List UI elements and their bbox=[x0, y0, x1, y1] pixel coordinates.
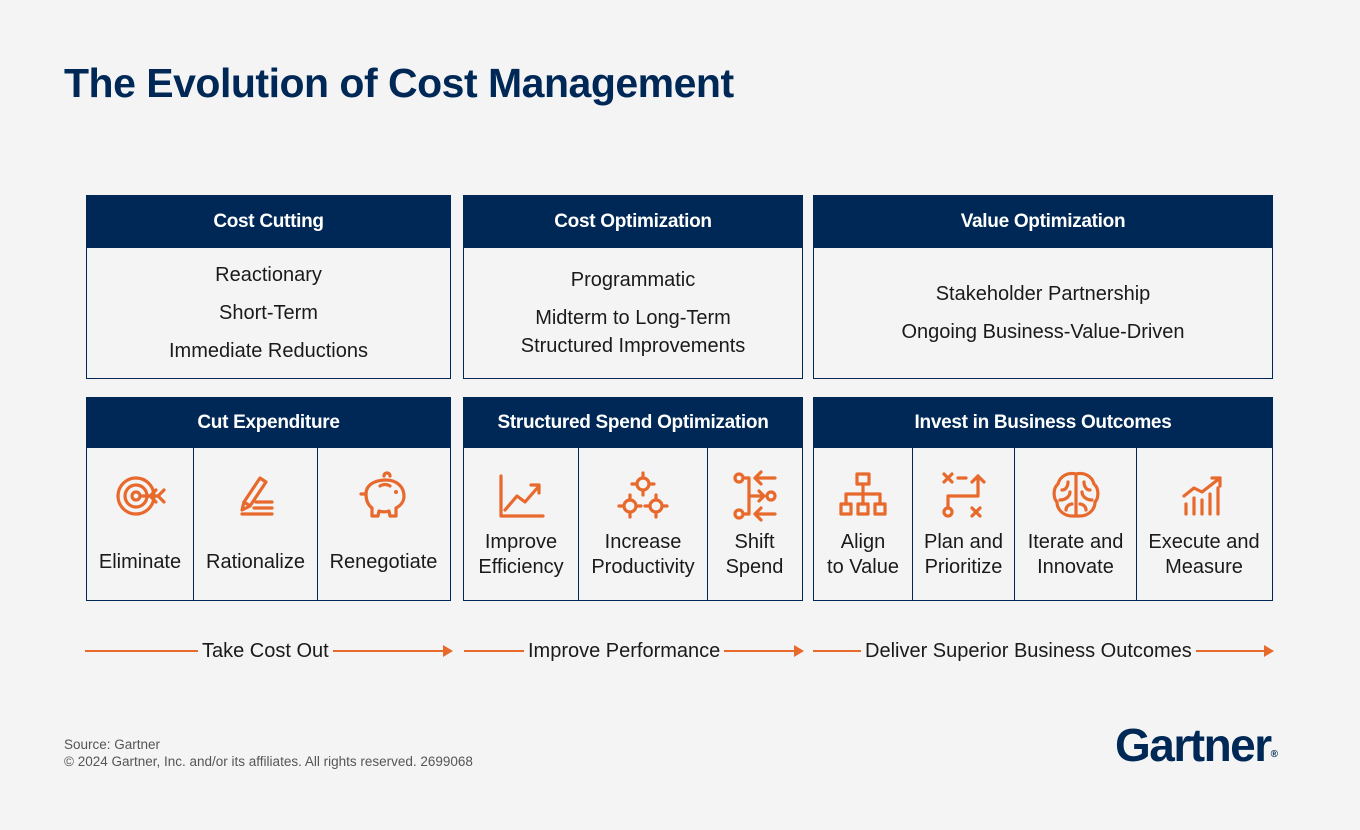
action-label-line: Execute and bbox=[1148, 531, 1260, 553]
action-align-to-value: Align to Value bbox=[814, 448, 913, 600]
gears-icon bbox=[617, 471, 669, 519]
action-plan-and-prioritize: Plan and Prioritize bbox=[913, 448, 1015, 600]
description-line: Ongoing Business-Value-Driven bbox=[901, 321, 1185, 343]
shift-arrows-icon bbox=[732, 470, 777, 522]
column-value-optimization: Value Optimization Stakeholder Partnersh… bbox=[813, 195, 1273, 601]
pencil-list-icon bbox=[239, 476, 274, 516]
arrow-line bbox=[724, 650, 794, 652]
action-label-line: Prioritize bbox=[924, 556, 1003, 578]
action-label: Renegotiate bbox=[329, 551, 438, 573]
action-iterate-and-innovate: Iterate and Innovate bbox=[1015, 448, 1137, 600]
action-label-line: Shift bbox=[734, 531, 775, 553]
action-renegotiate: Renegotiate bbox=[318, 448, 449, 600]
arrow-label: Take Cost Out bbox=[202, 639, 329, 662]
progress-arrow-take-cost-out: Take Cost Out bbox=[85, 638, 453, 664]
phase-description: Reactionary Short-Term Immediate Reducti… bbox=[87, 248, 450, 378]
arrow-line bbox=[464, 650, 524, 652]
action-cells: Eliminate Rationalize bbox=[87, 448, 450, 600]
piggy-bank-icon bbox=[358, 471, 406, 518]
action-header: Cut Expenditure bbox=[87, 398, 450, 448]
description-line: Programmatic bbox=[570, 269, 696, 291]
action-increase-productivity: Increase Productivity bbox=[579, 448, 708, 600]
copyright-note: © 2024 Gartner, Inc. and/or its affiliat… bbox=[64, 754, 473, 769]
column-cost-optimization: Cost Optimization Programmatic Midterm t… bbox=[463, 195, 803, 601]
brain-icon bbox=[1052, 471, 1099, 518]
action-label: Improve Efficiency bbox=[478, 530, 563, 580]
arrow-head-icon bbox=[443, 645, 453, 657]
description-line: Midterm to Long-Term bbox=[535, 307, 731, 329]
action-label: Eliminate bbox=[98, 551, 182, 573]
logo-text: Gartner bbox=[1115, 719, 1272, 771]
action-label: Increase Productivity bbox=[591, 530, 694, 580]
description-line: Short-Term bbox=[219, 302, 318, 324]
action-rationalize: Rationalize bbox=[194, 448, 318, 600]
org-chart-icon bbox=[839, 472, 887, 516]
trend-up-icon bbox=[499, 474, 545, 518]
action-card-cut-expenditure: Cut Expenditure Eliminate bbox=[86, 397, 451, 601]
plan-path-icon bbox=[941, 472, 986, 518]
action-eliminate: Eliminate bbox=[87, 448, 194, 600]
action-label-line: Align bbox=[840, 531, 886, 553]
action-label: Rationalize bbox=[206, 551, 305, 573]
action-shift-spend: Shift Spend bbox=[708, 448, 801, 600]
phase-card-value-optimization: Value Optimization Stakeholder Partnersh… bbox=[813, 195, 1273, 379]
action-cells: Align to Value Plan and Prio bbox=[814, 448, 1272, 600]
arrow-line bbox=[813, 650, 861, 652]
footer: Source: Gartner © 2024 Gartner, Inc. and… bbox=[64, 736, 473, 770]
progress-arrow-deliver-superior-business-outcomes: Deliver Superior Business Outcomes bbox=[813, 638, 1274, 664]
gartner-logo: Gartner® bbox=[1115, 718, 1278, 772]
progress-arrow-improve-performance: Improve Performance bbox=[464, 638, 804, 664]
action-label-line: Iterate and bbox=[1027, 531, 1124, 553]
action-label-line: Productivity bbox=[591, 556, 695, 578]
action-header: Structured Spend Optimization bbox=[464, 398, 802, 448]
description-line: Structured Improvements bbox=[520, 335, 746, 357]
action-header: Invest in Business Outcomes bbox=[814, 398, 1272, 448]
arrow-head-icon bbox=[1264, 645, 1274, 657]
action-label: Execute and Measure bbox=[1148, 530, 1259, 580]
page-title: The Evolution of Cost Management bbox=[64, 60, 734, 106]
action-cells: Improve Efficiency bbox=[464, 448, 802, 600]
column-cost-cutting: Cost Cutting Reactionary Short-Term Imme… bbox=[86, 195, 451, 601]
action-label: Align to Value bbox=[827, 530, 899, 580]
action-label-line: Increase bbox=[604, 531, 682, 553]
phase-description: Stakeholder Partnership Ongoing Business… bbox=[814, 248, 1272, 378]
bar-chart-up-icon bbox=[1182, 476, 1222, 516]
arrow-line bbox=[1195, 650, 1264, 652]
arrow-line bbox=[85, 650, 198, 652]
action-label-line: to Value bbox=[827, 556, 899, 578]
action-label-line: Plan and bbox=[924, 531, 1003, 553]
target-arrow-icon bbox=[116, 476, 166, 516]
action-label-line: Measure bbox=[1165, 556, 1243, 578]
phase-card-cost-optimization: Cost Optimization Programmatic Midterm t… bbox=[463, 195, 803, 379]
action-label-line: Innovate bbox=[1037, 556, 1114, 578]
action-execute-and-measure: Execute and Measure bbox=[1137, 448, 1271, 600]
description-line: Reactionary bbox=[215, 264, 322, 286]
phase-header: Value Optimization bbox=[814, 196, 1272, 248]
phase-description: Programmatic Midterm to Long-Term Struct… bbox=[464, 248, 802, 378]
action-label-line: Improve bbox=[484, 531, 558, 553]
arrow-label: Deliver Superior Business Outcomes bbox=[865, 639, 1192, 662]
action-label: Shift Spend bbox=[726, 530, 784, 580]
arrow-label: Improve Performance bbox=[528, 639, 721, 662]
action-label-line: Spend bbox=[725, 556, 784, 578]
action-label: Iterate and Innovate bbox=[1028, 530, 1124, 580]
arrow-head-icon bbox=[794, 645, 804, 657]
arrow-line bbox=[332, 650, 443, 652]
phase-card-cost-cutting: Cost Cutting Reactionary Short-Term Imme… bbox=[86, 195, 451, 379]
action-label: Plan and Prioritize bbox=[924, 530, 1003, 580]
action-label-line: Efficiency bbox=[478, 556, 564, 578]
action-card-invest-in-business-outcomes: Invest in Business Outcomes Align to Val… bbox=[813, 397, 1273, 601]
description-line: Immediate Reductions bbox=[169, 340, 368, 362]
phase-header: Cost Optimization bbox=[464, 196, 802, 248]
action-improve-efficiency: Improve Efficiency bbox=[464, 448, 579, 600]
action-card-structured-spend-optimization: Structured Spend Optimization Improve Ef… bbox=[463, 397, 803, 601]
registered-mark: ® bbox=[1270, 749, 1279, 760]
source-note: Source: Gartner bbox=[64, 737, 161, 752]
description-line: Stakeholder Partnership bbox=[935, 283, 1151, 305]
phase-header: Cost Cutting bbox=[87, 196, 450, 248]
